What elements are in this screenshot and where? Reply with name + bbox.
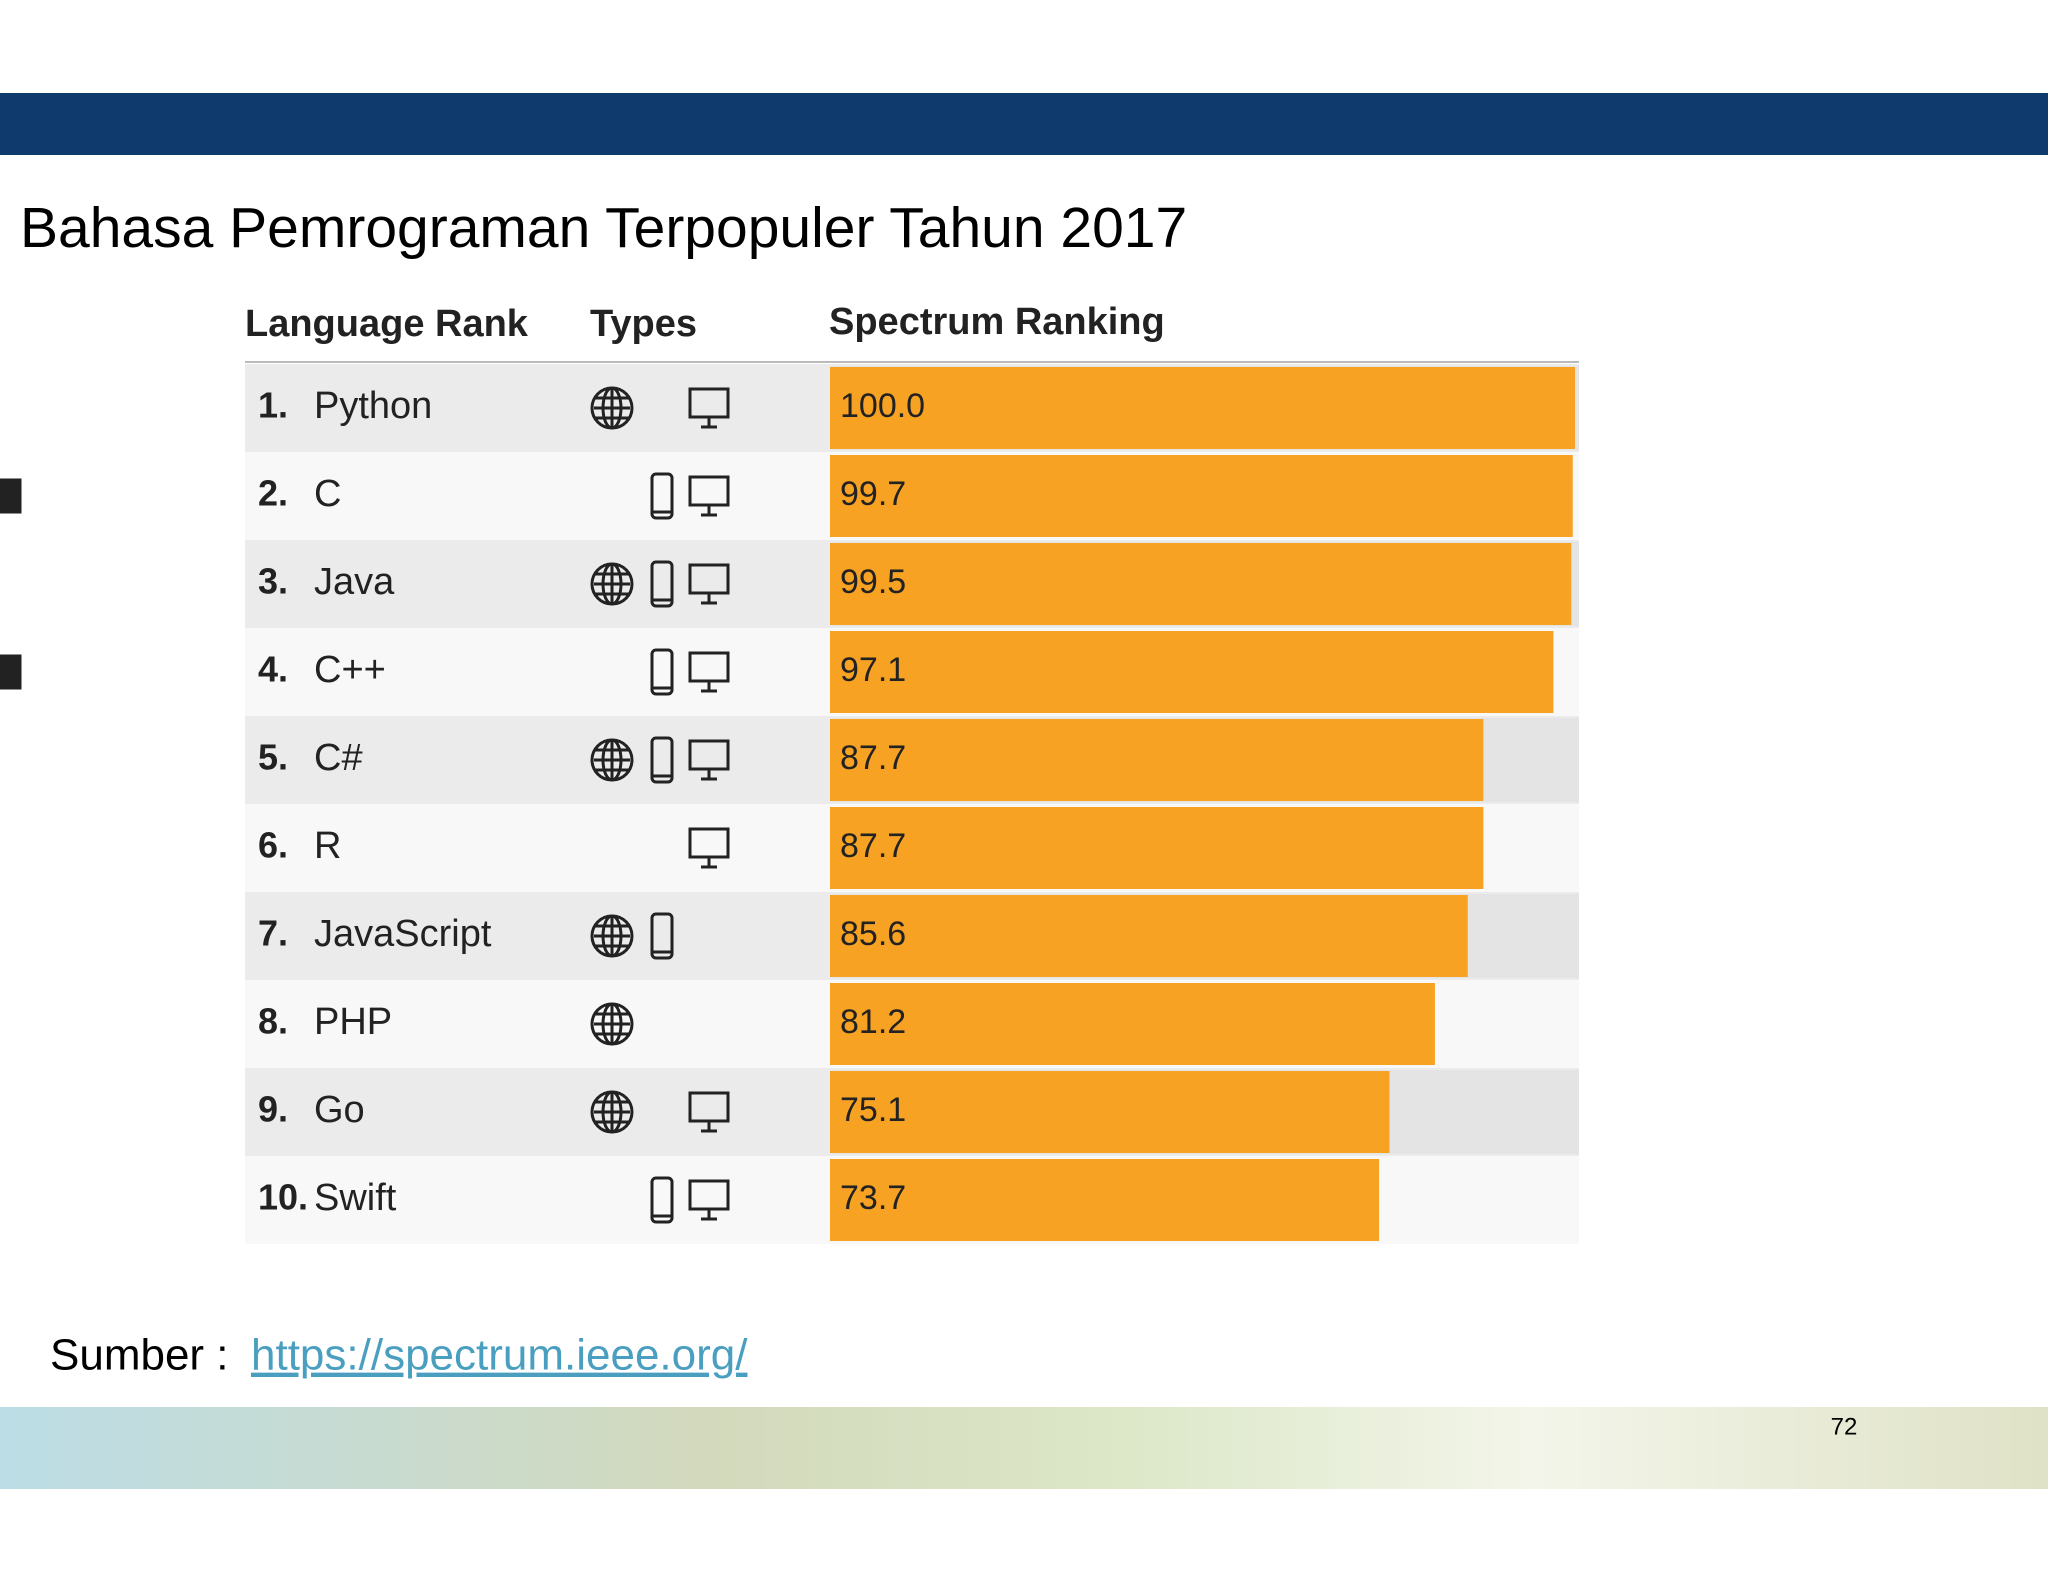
language-name: C# bbox=[314, 737, 363, 779]
column-header: Spectrum Ranking bbox=[829, 301, 1165, 343]
bar bbox=[830, 983, 1435, 1065]
header-band bbox=[0, 93, 2048, 155]
rank: 9. bbox=[258, 1089, 288, 1130]
rank: 8. bbox=[258, 1001, 288, 1042]
rank: 10. bbox=[258, 1177, 308, 1218]
value-label: 99.5 bbox=[840, 563, 906, 601]
bar bbox=[830, 719, 1484, 801]
value-label: 99.7 bbox=[840, 475, 906, 513]
chip bbox=[0, 654, 22, 690]
language-name: C++ bbox=[314, 649, 386, 691]
column-header: Language Rank bbox=[245, 303, 529, 345]
rank: 4. bbox=[258, 649, 288, 690]
bar bbox=[830, 1071, 1390, 1153]
rank: 6. bbox=[258, 825, 288, 866]
value-label: 81.2 bbox=[840, 1003, 906, 1041]
mobile bbox=[650, 648, 674, 696]
language-name: C bbox=[314, 473, 341, 515]
type-icon bbox=[590, 386, 634, 430]
type-icon bbox=[688, 387, 730, 429]
bar bbox=[830, 367, 1575, 449]
type-icon bbox=[590, 1002, 634, 1046]
language-name: Go bbox=[314, 1089, 365, 1131]
source-label: Sumber : bbox=[50, 1331, 229, 1380]
language-name: Python bbox=[314, 385, 432, 427]
type-icon bbox=[650, 1176, 674, 1224]
mobile bbox=[650, 472, 674, 520]
mobile bbox=[650, 560, 674, 608]
rank: 3. bbox=[258, 561, 288, 602]
source-link-anchor[interactable]: https://spectrum.ieee.org/ bbox=[251, 1331, 748, 1380]
type-icon bbox=[688, 827, 730, 869]
page-number: 72 bbox=[1831, 1413, 1858, 1440]
value-label: 100.0 bbox=[840, 387, 925, 425]
chip bbox=[0, 478, 22, 514]
value-label: 75.1 bbox=[840, 1091, 906, 1129]
value-label: 87.7 bbox=[840, 827, 906, 865]
type-icon bbox=[0, 478, 22, 514]
footer-band bbox=[0, 1407, 2048, 1489]
type-icon bbox=[688, 651, 730, 693]
type-icon bbox=[650, 736, 674, 784]
language-name: JavaScript bbox=[314, 913, 492, 955]
source-link[interactable]: https://spectrum.ieee.org/ bbox=[251, 1331, 748, 1380]
bar bbox=[830, 455, 1573, 537]
column-header: Types bbox=[590, 303, 697, 345]
type-icon bbox=[0, 654, 22, 690]
type-icon bbox=[688, 563, 730, 605]
type-icon bbox=[590, 562, 634, 606]
type-icon bbox=[650, 912, 674, 960]
language-name: Swift bbox=[314, 1177, 397, 1219]
type-icon bbox=[650, 560, 674, 608]
type-icon bbox=[650, 648, 674, 696]
type-icon bbox=[688, 475, 730, 517]
value-label: 87.7 bbox=[840, 739, 906, 777]
slide-title: Bahasa Pemrograman Terpopuler Tahun 2017 bbox=[20, 196, 1187, 260]
mobile bbox=[650, 736, 674, 784]
bar bbox=[830, 1159, 1380, 1241]
type-icon bbox=[688, 1179, 730, 1221]
type-icon bbox=[590, 1090, 634, 1134]
bar bbox=[830, 807, 1484, 889]
mobile bbox=[650, 1176, 674, 1224]
rank: 2. bbox=[258, 473, 288, 514]
rank: 7. bbox=[258, 913, 288, 954]
type-icon bbox=[590, 914, 634, 958]
value-label: 73.7 bbox=[840, 1179, 906, 1217]
bar bbox=[830, 543, 1572, 625]
bar bbox=[830, 631, 1554, 713]
value-label: 85.6 bbox=[840, 915, 906, 953]
bar bbox=[830, 895, 1468, 977]
type-icon bbox=[650, 472, 674, 520]
rank: 5. bbox=[258, 737, 288, 778]
type-icon bbox=[688, 739, 730, 781]
rank: 1. bbox=[258, 385, 288, 426]
language-name: PHP bbox=[314, 1001, 392, 1043]
value-label: 97.1 bbox=[840, 651, 906, 689]
type-icon bbox=[590, 738, 634, 782]
type-icon bbox=[688, 1091, 730, 1133]
language-name: Java bbox=[314, 561, 395, 603]
language-name: R bbox=[314, 825, 341, 867]
mobile bbox=[650, 912, 674, 960]
